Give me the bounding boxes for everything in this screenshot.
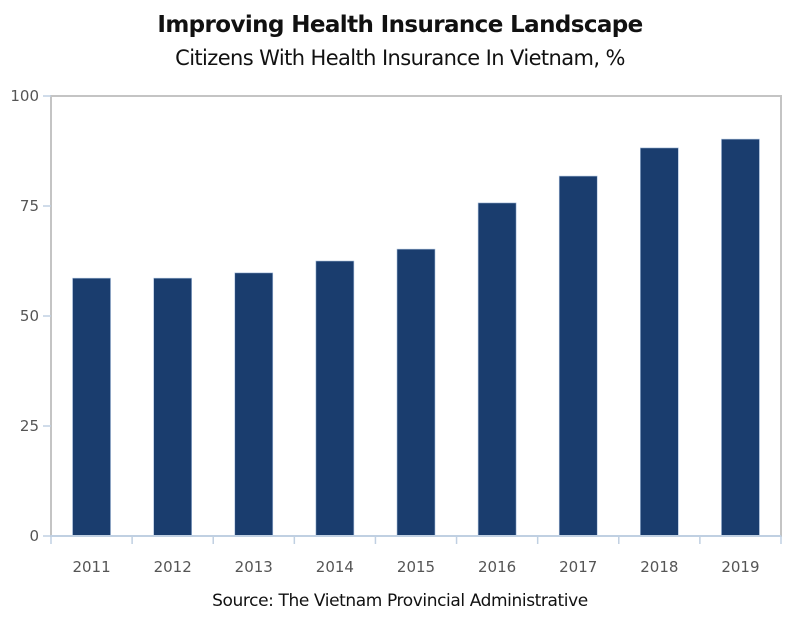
x-tick-label: 2011 — [72, 558, 110, 576]
bar-2012 — [153, 277, 192, 537]
bar-2017 — [558, 175, 598, 537]
bars — [72, 138, 760, 537]
x-tick-label: 2014 — [316, 558, 354, 576]
y-tick-label: 75 — [20, 197, 39, 215]
x-tick-label: 2012 — [154, 558, 192, 576]
bar-2013 — [234, 272, 274, 537]
x-tick-label: 2016 — [478, 558, 516, 576]
x-tick-label: 2015 — [397, 558, 435, 576]
bar-2015 — [396, 248, 436, 537]
y-axis: 0 25 50 75 100 — [10, 87, 51, 545]
bar-2019 — [721, 138, 760, 537]
y-tick-label: 100 — [10, 87, 39, 105]
x-tick-label: 2018 — [640, 558, 678, 576]
y-tick-label: 25 — [20, 417, 39, 435]
bar-2014 — [315, 260, 355, 537]
chart-subtitle: Citizens With Health Insurance In Vietna… — [175, 46, 625, 70]
x-tick-label: 2019 — [721, 558, 759, 576]
chart-title: Improving Health Insurance Landscape — [157, 12, 643, 38]
x-tick-label: 2013 — [235, 558, 273, 576]
x-tick-label: 2017 — [559, 558, 597, 576]
x-axis: 2011 2012 2013 2014 2015 2016 2017 2018 2019 — [50, 535, 782, 576]
y-tick-label: 0 — [29, 527, 39, 545]
bar-2018 — [640, 147, 679, 537]
bar-2016 — [477, 202, 517, 537]
chart-source: Source: The Vietnam Provincial Administr… — [212, 591, 588, 611]
bar-2011 — [72, 277, 111, 537]
y-tick-label: 50 — [20, 307, 39, 325]
